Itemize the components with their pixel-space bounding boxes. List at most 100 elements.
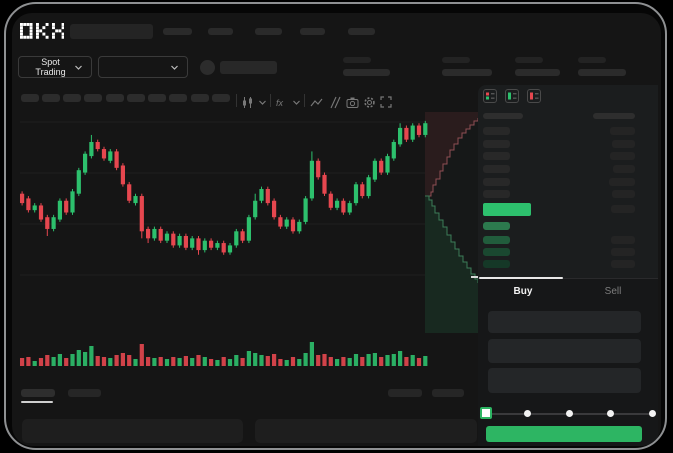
- timeframe-button[interactable]: [84, 94, 102, 102]
- ask-size: [610, 152, 635, 160]
- slider-stop[interactable]: [524, 410, 531, 417]
- slider-stop[interactable]: [648, 410, 656, 417]
- bottom-tab-active-underline: [21, 401, 53, 403]
- main-menu-item[interactable]: [255, 28, 282, 35]
- main-menu-item[interactable]: [300, 28, 325, 35]
- fullscreen-icon[interactable]: [380, 95, 392, 109]
- ticker-stat-label: [343, 57, 371, 63]
- bottom-tab[interactable]: [68, 389, 101, 397]
- bid-price[interactable]: [483, 260, 510, 268]
- slider-stop[interactable]: [565, 410, 573, 417]
- volume-series: [20, 342, 428, 366]
- timeframe-button[interactable]: [169, 94, 187, 102]
- timeframe-button[interactable]: [21, 94, 39, 102]
- orderbook-split-icon[interactable]: [483, 89, 497, 103]
- main-menu-item[interactable]: [348, 28, 375, 35]
- amount-slider[interactable]: [478, 403, 658, 425]
- bottom-panel: [255, 419, 477, 443]
- bid-size: [611, 248, 635, 256]
- bottom-panel: [22, 419, 243, 443]
- ask-size: [610, 127, 635, 135]
- ask-price[interactable]: [483, 190, 510, 198]
- timeframe-button[interactable]: [127, 94, 145, 102]
- ticker-stat-value: [578, 69, 626, 76]
- okx-logo[interactable]: [20, 23, 65, 39]
- toolbar-separator: [304, 94, 305, 107]
- ask-price[interactable]: [483, 152, 510, 160]
- ticker-stat-value: [442, 69, 492, 76]
- bottom-link[interactable]: [432, 389, 464, 397]
- ask-size: [612, 190, 635, 198]
- timeframe-button[interactable]: [42, 94, 60, 102]
- order-input-field[interactable]: [488, 311, 641, 333]
- timeframe-button[interactable]: [212, 94, 230, 102]
- timeframe-button[interactable]: [63, 94, 81, 102]
- right-panel: Buy Sell: [478, 85, 658, 446]
- pair-name-placeholder: [220, 61, 277, 74]
- indicators-icon[interactable]: fx: [275, 95, 289, 109]
- toolbar-separator: [236, 94, 237, 107]
- buy-submit-button[interactable]: [486, 426, 642, 442]
- bottom-link[interactable]: [388, 389, 422, 397]
- chevron-down-icon: [170, 63, 179, 72]
- candles-icon[interactable]: [241, 95, 254, 109]
- bid-price[interactable]: [483, 236, 510, 244]
- last-price-bar[interactable]: [483, 203, 531, 216]
- ask-price[interactable]: [483, 127, 510, 135]
- bid-price[interactable]: [483, 248, 510, 256]
- main-menu-item[interactable]: [163, 28, 192, 35]
- timeframe-button[interactable]: [106, 94, 124, 102]
- compare-icon[interactable]: [329, 95, 342, 109]
- ticker-stat-label: [515, 57, 543, 63]
- bottom-tab[interactable]: [21, 389, 55, 397]
- skeleton-placeholders: fx: [12, 13, 661, 446]
- chevron-down-icon: [74, 63, 83, 72]
- app-window: fx Spot Trading Buy Sell: [12, 13, 661, 446]
- pair-selector[interactable]: [98, 56, 188, 78]
- ticker-stat-value: [343, 69, 390, 76]
- ask-size: [612, 140, 635, 148]
- depth-chart: [425, 112, 479, 333]
- trade-side-tabs: Buy Sell: [478, 277, 658, 303]
- slider-stops: [478, 403, 658, 425]
- order-book: [478, 85, 658, 446]
- toolbar-separator: [270, 94, 271, 107]
- order-entry-fields: [478, 85, 658, 446]
- ask-size: [613, 165, 635, 173]
- market-type-selector[interactable]: Spot Trading: [18, 56, 92, 78]
- market-type-label: Spot Trading: [35, 57, 66, 77]
- orderbook-header-amount: [593, 113, 635, 119]
- tab-buy[interactable]: Buy: [513, 285, 533, 297]
- slider-stop[interactable]: [607, 410, 614, 417]
- orderbook-asks-icon[interactable]: [527, 89, 541, 103]
- timeframe-button[interactable]: [191, 94, 209, 102]
- svg-text:fx: fx: [276, 98, 284, 108]
- tab-sell[interactable]: Sell: [604, 285, 622, 297]
- ticker-stat-label: [442, 57, 470, 63]
- coin-avatar: [200, 60, 215, 75]
- order-input-field[interactable]: [488, 368, 641, 393]
- bid-price[interactable]: [483, 222, 510, 230]
- order-input-field[interactable]: [488, 339, 641, 363]
- ask-price[interactable]: [483, 178, 510, 186]
- camera-icon[interactable]: [346, 95, 359, 109]
- ticker-stat-label: [578, 57, 606, 63]
- orderbook-bids-icon[interactable]: [505, 89, 519, 103]
- last-price-size: [611, 205, 635, 213]
- timeframe-button[interactable]: [148, 94, 166, 102]
- ask-price[interactable]: [483, 140, 510, 148]
- ask-price[interactable]: [483, 165, 510, 173]
- price-chart[interactable]: [12, 13, 661, 446]
- ask-size: [609, 178, 635, 186]
- settings-gear-icon[interactable]: [363, 95, 376, 109]
- bid-size: [611, 260, 635, 268]
- slider-handle[interactable]: [480, 407, 492, 419]
- trend-line-icon[interactable]: [310, 95, 323, 109]
- chevron-down-icon[interactable]: [292, 95, 301, 109]
- candlestick-series: [20, 120, 428, 255]
- bid-size: [611, 236, 635, 244]
- ticker-stat-value: [515, 69, 560, 76]
- header-search-placeholder[interactable]: [70, 24, 153, 39]
- main-menu-item[interactable]: [208, 28, 233, 35]
- chevron-down-icon[interactable]: [258, 95, 267, 109]
